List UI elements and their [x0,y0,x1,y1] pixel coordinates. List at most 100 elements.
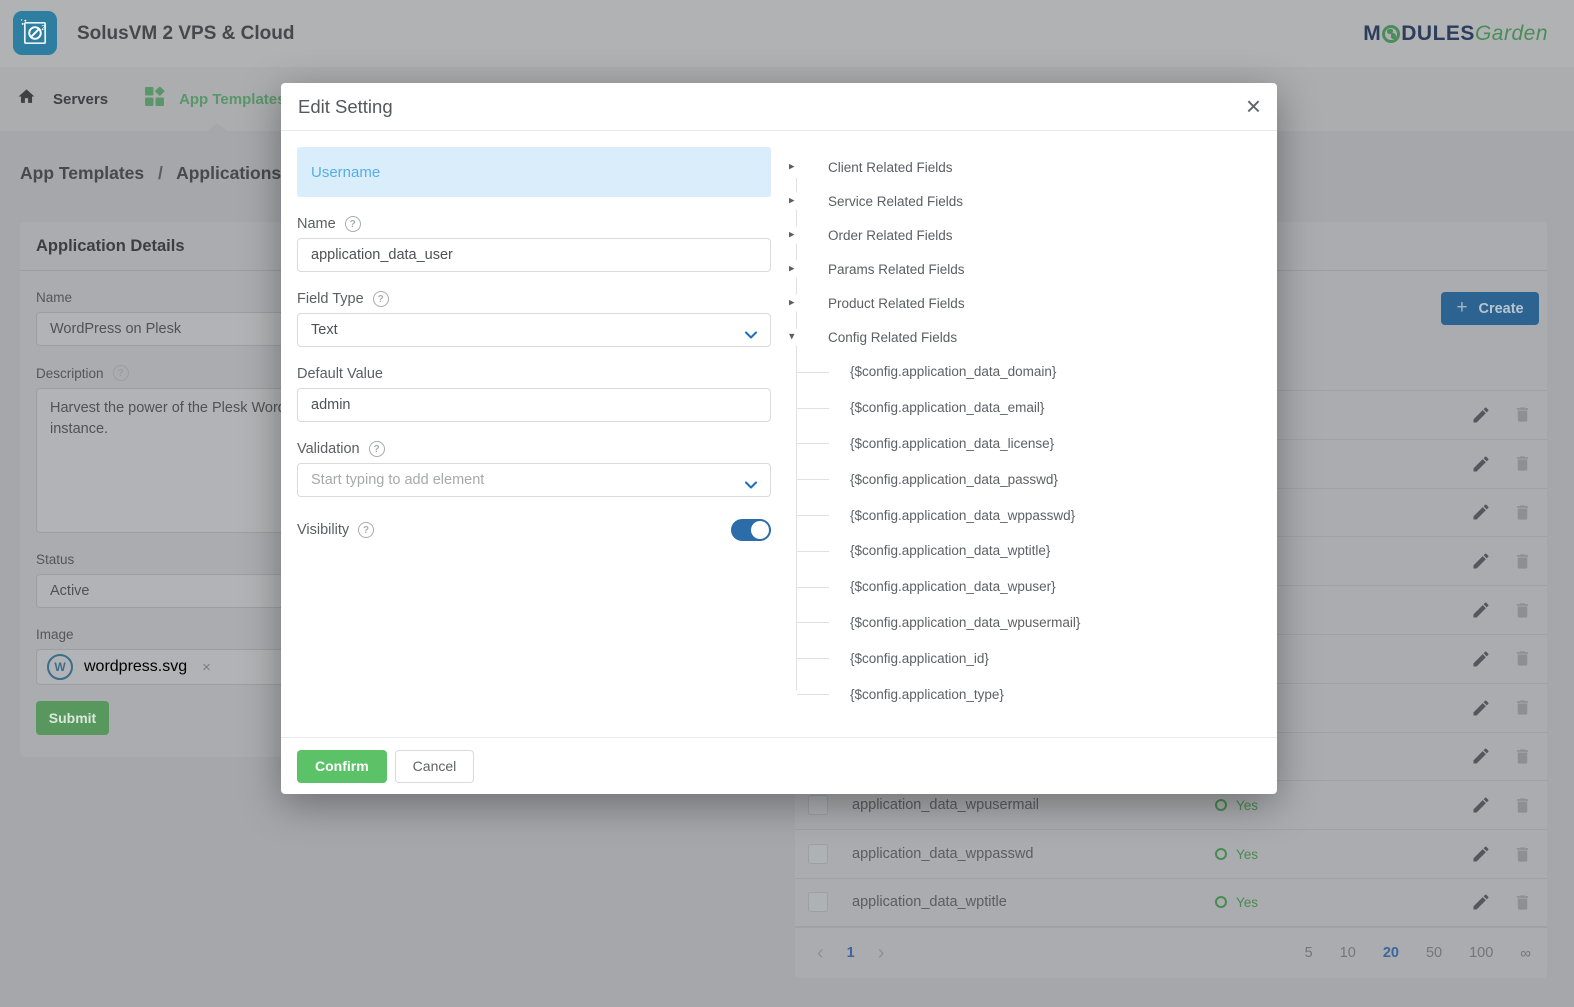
visible-status: Yes [1215,895,1450,910]
delete-icon[interactable] [1512,892,1532,912]
nav-item-servers[interactable]: Servers [17,87,108,111]
validation-placeholder: Start typing to add element [311,472,485,488]
edit-icon[interactable] [1471,892,1491,912]
close-icon[interactable]: × [1245,91,1261,121]
tree-leaf-config-var[interactable]: {$config.application_data_wpuser} [783,569,1261,605]
help-icon[interactable]: ? [368,441,385,457]
modulesgarden-logo: M DULES Garden [1363,22,1548,46]
selected-field-banner[interactable]: Username [297,147,771,197]
tree-leaf-config-var[interactable]: {$config.application_data_license} [783,426,1261,462]
name-label: Name [36,290,73,305]
edit-icon[interactable] [1471,795,1491,815]
tree-leaf-config-var[interactable]: {$config.application_data_wppasswd} [783,497,1261,533]
modal-header: Edit Setting × [281,83,1277,131]
caret-right-icon[interactable]: ▸ [787,260,797,278]
nav-item-app-templates[interactable]: App Templates [144,86,285,112]
row-checkbox[interactable] [808,795,828,816]
delete-icon[interactable] [1512,698,1532,718]
caret-right-icon[interactable]: ▸ [787,294,797,312]
help-icon[interactable]: ? [344,216,361,232]
plus-icon: + [1456,296,1468,318]
edit-icon[interactable] [1471,600,1491,620]
next-page-icon[interactable]: › [877,942,885,964]
page-number[interactable]: 1 [846,945,855,961]
tree-node-service[interactable]: ▸ Service Related Fields [787,192,964,210]
delete-icon[interactable] [1512,405,1532,425]
edit-icon[interactable] [1471,454,1491,474]
active-tab-notch [207,123,227,131]
tree-leaf-config-var[interactable]: {$config.application_data_domain} [783,354,1261,390]
help-icon[interactable]: ? [372,291,389,307]
caret-right-icon[interactable]: ▸ [787,158,797,176]
delete-icon[interactable] [1512,454,1532,474]
top-header-bar: 2 SolusVM 2 VPS & Cloud M DULES Garden [0,0,1574,67]
prev-page-icon[interactable]: ‹ [817,942,824,964]
modal-title: Edit Setting [298,96,393,117]
tree-node-client[interactable]: ▸ Client Related Fields [787,158,953,176]
tree-leaf-config-var[interactable]: {$config.application_data_wptitle} [783,533,1261,569]
remove-image-icon[interactable]: × [202,658,211,676]
edit-icon[interactable] [1471,502,1491,522]
delete-icon[interactable] [1512,502,1532,522]
cancel-button[interactable]: Cancel [394,749,475,783]
modal-form: Username Name ? Field Type ? Text Defaul… [297,147,771,541]
edit-icon[interactable] [1471,405,1491,425]
delete-icon[interactable] [1512,746,1532,766]
tree-leaf-config-var[interactable]: {$config.application_id} [783,640,1261,676]
tree-node-config[interactable]: ▾ Config Related Fields [787,328,958,346]
app-grid-icon [144,86,165,112]
page-size-option-selected[interactable]: 20 [1382,945,1399,961]
row-checkbox[interactable] [808,892,828,913]
submit-button[interactable]: Submit [36,701,109,735]
default-value-input[interactable] [297,388,771,422]
edit-icon[interactable] [1471,649,1491,669]
page-size-option-all[interactable]: ∞ [1520,944,1531,962]
breadcrumb-applications[interactable]: Applications [176,163,282,183]
edit-icon[interactable] [1471,551,1491,571]
pagination-bar: ‹ 1 › 5 10 20 50 100 ∞ [795,927,1547,978]
solusvm-logo-icon: 2 [13,11,57,55]
tree-leaf-config-var[interactable]: {$config.application_data_email} [783,390,1261,426]
delete-icon[interactable] [1512,551,1532,571]
caret-right-icon[interactable]: ▸ [787,226,797,244]
help-icon[interactable]: ? [358,522,375,538]
setting-name-input[interactable] [297,238,771,272]
svg-text:2: 2 [41,25,45,32]
caret-down-icon[interactable]: ▾ [787,328,797,346]
edit-icon[interactable] [1471,844,1491,864]
page-size-option[interactable]: 5 [1304,945,1313,961]
validation-multiselect[interactable]: Start typing to add element [297,463,771,497]
tree-node-order[interactable]: ▸ Order Related Fields [787,226,953,244]
tree-leaf-config-var[interactable]: {$config.application_type} [783,676,1261,712]
tree-node-product[interactable]: ▸ Product Related Fields [787,294,965,312]
page-size-option[interactable]: 50 [1425,945,1443,961]
confirm-button[interactable]: Confirm [297,749,387,783]
status-badge: Yes [1236,846,1259,862]
brand-modules-m: M [1363,22,1382,45]
table-row: application_data_wppasswd Yes [795,829,1547,878]
nav-app-templates-label: App Templates [179,90,286,108]
page-size-option[interactable]: 10 [1339,945,1356,961]
help-icon[interactable]: ? [112,365,129,381]
setting-name: application_data_wptitle [852,894,1007,911]
delete-icon[interactable] [1512,795,1532,815]
visibility-row: Visibility ? [297,519,771,541]
tree-leaf-config-var[interactable]: {$config.application_data_passwd} [783,461,1261,497]
tree-node-params[interactable]: ▸ Params Related Fields [787,260,965,278]
row-checkbox[interactable] [808,844,828,865]
page-size-option[interactable]: 100 [1469,945,1494,961]
visibility-toggle[interactable] [731,519,771,541]
delete-icon[interactable] [1512,649,1532,669]
home-icon [17,87,36,111]
setting-name: application_data_wppasswd [852,846,1034,863]
edit-icon[interactable] [1471,698,1491,718]
edit-icon[interactable] [1471,746,1491,766]
delete-icon[interactable] [1512,844,1532,864]
field-type-select[interactable]: Text [297,313,771,347]
create-button[interactable]: + Create [1441,292,1539,325]
tree-leaf-config-var[interactable]: {$config.application_data_wpusermail} [783,605,1261,641]
breadcrumb-app-templates[interactable]: App Templates [20,163,145,183]
related-fields-tree: ▸ Client Related Fields ▸ Service Relate… [783,150,1261,712]
delete-icon[interactable] [1512,600,1532,620]
caret-right-icon[interactable]: ▸ [787,192,797,210]
